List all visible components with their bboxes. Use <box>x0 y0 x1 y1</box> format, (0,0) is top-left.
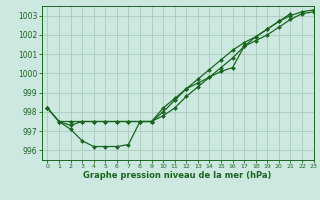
X-axis label: Graphe pression niveau de la mer (hPa): Graphe pression niveau de la mer (hPa) <box>84 171 272 180</box>
